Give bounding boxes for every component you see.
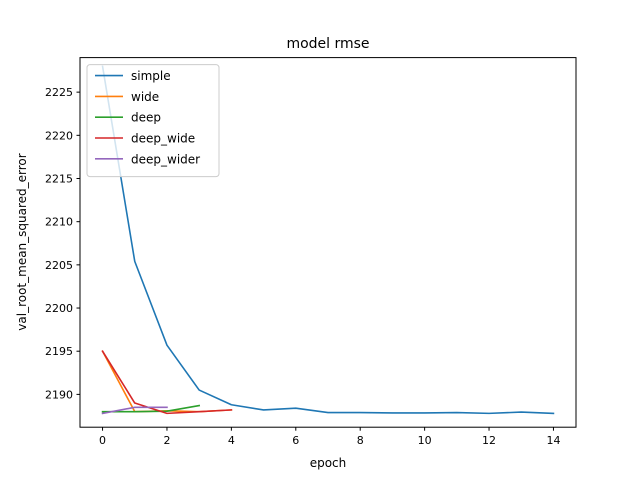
y-axis-label: val_root_mean_squared_error: [15, 153, 29, 330]
legend-label-simple: simple: [131, 69, 171, 83]
y-tick-label: 2200: [45, 302, 73, 315]
y-tick-label: 2205: [45, 259, 73, 272]
x-axis-label: epoch: [310, 456, 347, 470]
series-line-deep-wide: [101, 350, 233, 415]
x-tick-label: 2: [163, 434, 170, 447]
x-tick-label: 8: [357, 434, 364, 447]
series-line-simple: [101, 65, 555, 415]
y-axis-ticks: 2190 2195 2200 2205 2210 2215 2220 2225: [45, 86, 80, 401]
series-group: [101, 65, 555, 415]
y-tick-label: 2210: [45, 216, 73, 229]
x-tick-label: 4: [228, 434, 235, 447]
chart-title: model rmse: [286, 36, 369, 52]
x-tick-label: 0: [99, 434, 106, 447]
plot-area: 0 2 4 6 8 10 12 14 2190 2195 2200 2205 2210 2215 2220…: [45, 57, 577, 447]
series-line-deep-wider: [101, 406, 168, 415]
series-line-deep: [101, 404, 201, 413]
y-tick-label: 2220: [45, 129, 73, 142]
legend-box: [86, 64, 220, 178]
legend-label-wide: wide: [131, 90, 159, 104]
axes-frame: [79, 57, 577, 428]
x-tick-label: 12: [482, 434, 496, 447]
x-tick-label: 14: [546, 434, 560, 447]
x-axis-ticks: 0 2 4 6 8 10 12 14: [99, 427, 560, 447]
legend-label-deep-wider: deep_wider: [131, 152, 200, 166]
x-tick-label: 10: [418, 434, 432, 447]
y-tick-label: 2225: [45, 86, 73, 99]
legend: simple wide deep deep_wide deep_wider: [86, 64, 220, 178]
y-tick-label: 2215: [45, 172, 73, 185]
y-tick-label: 2190: [45, 388, 73, 401]
y-tick-label: 2195: [45, 345, 73, 358]
legend-label-deep-wide: deep_wide: [131, 132, 195, 146]
legend-label-deep: deep: [131, 111, 161, 125]
x-tick-label: 6: [292, 434, 299, 447]
